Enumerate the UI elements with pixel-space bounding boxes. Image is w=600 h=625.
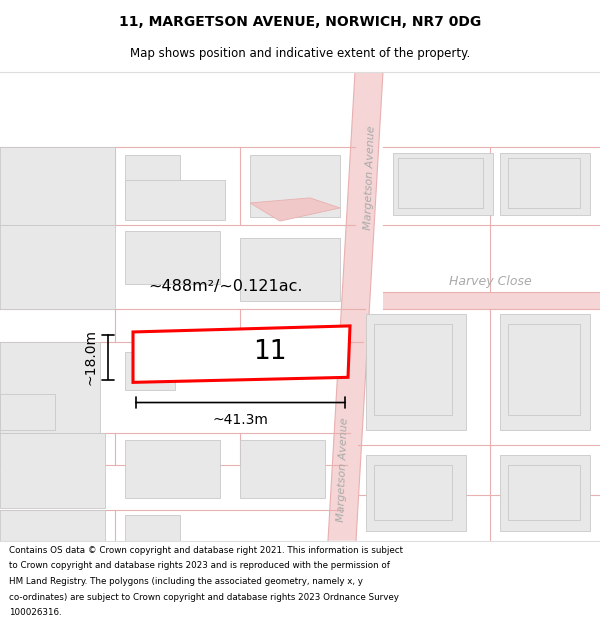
Text: ~488m²/~0.121ac.: ~488m²/~0.121ac. <box>148 279 302 294</box>
Text: ~18.0m: ~18.0m <box>83 329 97 385</box>
Bar <box>0 342 100 432</box>
Text: 100026316.: 100026316. <box>9 608 62 617</box>
Bar <box>0 394 55 430</box>
Bar <box>125 231 220 284</box>
Bar <box>0 225 115 309</box>
Bar <box>125 180 225 220</box>
Bar <box>508 324 580 414</box>
Text: Contains OS data © Crown copyright and database right 2021. This information is : Contains OS data © Crown copyright and d… <box>9 546 403 555</box>
Text: co-ordinates) are subject to Crown copyright and database rights 2023 Ordnance S: co-ordinates) are subject to Crown copyr… <box>9 592 399 601</box>
Bar <box>366 455 466 531</box>
Bar <box>500 455 590 531</box>
Bar <box>0 432 105 508</box>
Bar <box>500 314 590 430</box>
Bar <box>374 465 452 521</box>
Bar <box>383 292 600 309</box>
Text: HM Land Registry. The polygons (including the associated geometry, namely x, y: HM Land Registry. The polygons (includin… <box>9 577 363 586</box>
Bar <box>240 238 340 301</box>
Polygon shape <box>133 326 350 382</box>
Text: 11, MARGETSON AVENUE, NORWICH, NR7 0DG: 11, MARGETSON AVENUE, NORWICH, NR7 0DG <box>119 14 481 29</box>
Text: Map shows position and indicative extent of the property.: Map shows position and indicative extent… <box>130 48 470 61</box>
Bar <box>0 148 115 225</box>
Bar <box>393 152 493 215</box>
Bar <box>125 516 180 541</box>
Polygon shape <box>250 198 340 221</box>
Text: to Crown copyright and database rights 2023 and is reproduced with the permissio: to Crown copyright and database rights 2… <box>9 561 390 570</box>
Bar <box>250 154 340 217</box>
Text: 11: 11 <box>253 339 287 365</box>
Bar <box>366 314 466 430</box>
Bar <box>0 511 105 541</box>
Bar <box>240 440 325 498</box>
Bar <box>508 465 580 521</box>
Bar <box>398 158 483 208</box>
Bar <box>374 324 452 414</box>
Polygon shape <box>328 72 383 541</box>
Bar <box>508 158 580 208</box>
Text: Margetson Avenue: Margetson Avenue <box>363 126 377 230</box>
Bar <box>125 440 220 498</box>
Text: ~41.3m: ~41.3m <box>212 412 268 427</box>
Bar <box>125 154 180 193</box>
Bar <box>500 152 590 215</box>
Bar <box>125 352 175 391</box>
Text: Margetson Avenue: Margetson Avenue <box>336 418 350 522</box>
Text: Harvey Close: Harvey Close <box>449 275 532 288</box>
